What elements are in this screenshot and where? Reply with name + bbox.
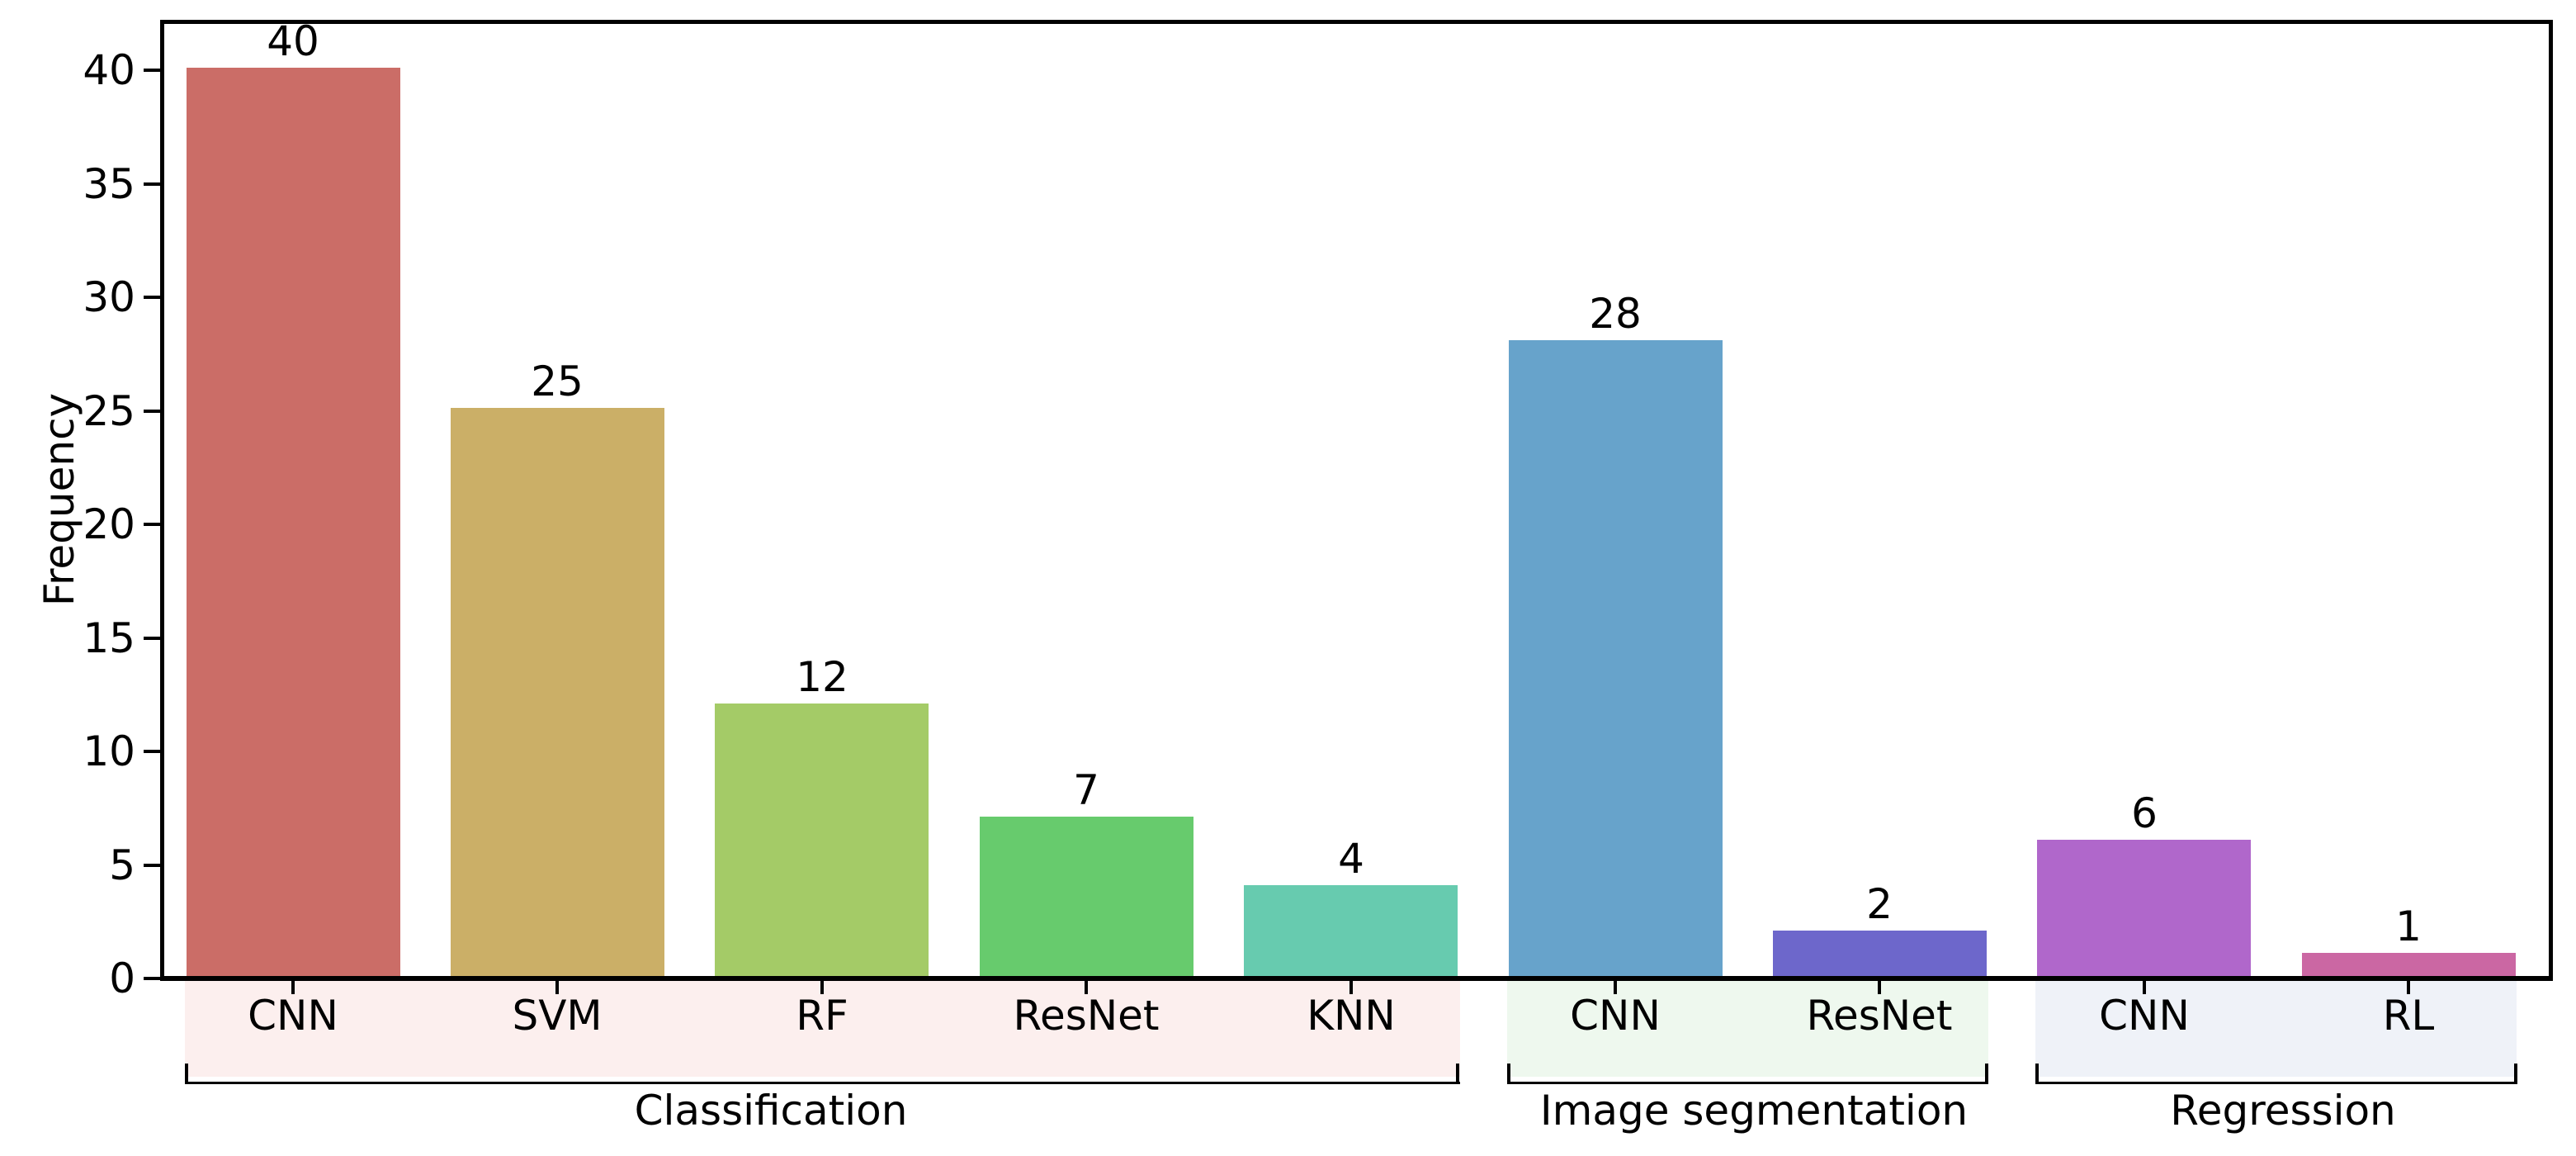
y-tick (144, 977, 160, 980)
bar-value-label: 1 (2395, 903, 2422, 950)
group-bracket-line (2035, 1082, 2517, 1084)
group-bracket-left-tick (2035, 1064, 2039, 1084)
x-tick (1614, 981, 1617, 994)
x-tick (2143, 981, 2146, 994)
group-bracket-left-tick (1507, 1064, 1510, 1084)
x-tick-label: ResNet (1806, 992, 1953, 1040)
x-tick-label: CNN (248, 992, 338, 1040)
x-tick-label: KNN (1307, 992, 1396, 1040)
x-tick-label: CNN (2099, 992, 2190, 1040)
x-tick-label: SVM (512, 992, 603, 1040)
y-tick-label: 20 (83, 500, 135, 548)
group-bracket-left-tick (185, 1064, 188, 1084)
bar-value-label: 12 (796, 653, 848, 701)
y-tick (144, 182, 160, 186)
bar (1244, 885, 1458, 976)
group-band (185, 981, 1460, 1077)
x-tick (291, 981, 295, 994)
y-tick-label: 0 (109, 955, 135, 1002)
x-tick-label: RL (2382, 992, 2435, 1040)
y-tick-label: 30 (83, 273, 135, 321)
y-tick-label: 15 (83, 614, 135, 662)
bar-value-label: 4 (1338, 835, 1364, 883)
y-tick-label: 40 (83, 46, 135, 94)
x-tick-label: CNN (1570, 992, 1661, 1040)
group-bracket-right-tick (1985, 1064, 1988, 1084)
x-tick-label: RF (796, 992, 848, 1040)
x-tick (1085, 981, 1088, 994)
plot-area-spines (160, 20, 2553, 981)
bar (980, 817, 1193, 976)
y-tick (144, 410, 160, 413)
y-tick (144, 864, 160, 867)
x-tick (1349, 981, 1353, 994)
x-tick-label: ResNet (1013, 992, 1160, 1040)
bar (2037, 840, 2251, 976)
bar (451, 408, 664, 976)
bar-value-label: 6 (2131, 789, 2158, 837)
bar-value-label: 2 (1866, 880, 1893, 928)
bar (715, 704, 929, 976)
group-label: Image segmentation (1539, 1087, 1969, 1135)
bar (187, 68, 400, 976)
bar-value-label: 40 (267, 17, 319, 65)
y-tick (144, 296, 160, 299)
x-tick (820, 981, 824, 994)
group-band (2035, 981, 2517, 1077)
group-bracket-right-tick (2514, 1064, 2517, 1084)
x-tick (1878, 981, 1881, 994)
y-tick (144, 750, 160, 753)
y-tick (144, 523, 160, 526)
group-bracket-line (1507, 1082, 1988, 1084)
group-bracket-line (185, 1082, 1460, 1084)
bar-value-label: 7 (1073, 766, 1099, 814)
y-tick-label: 5 (109, 841, 135, 889)
y-tick-label: 35 (83, 160, 135, 208)
y-tick (144, 637, 160, 640)
bar-value-label: 28 (1589, 290, 1642, 338)
group-band (1507, 981, 1988, 1077)
y-tick-label: 25 (83, 387, 135, 435)
bar (1509, 340, 1723, 976)
y-tick (144, 69, 160, 72)
x-tick (2407, 981, 2410, 994)
x-tick (555, 981, 559, 994)
group-bracket-right-tick (1456, 1064, 1459, 1084)
bar-value-label: 25 (531, 358, 584, 405)
y-tick-label: 10 (83, 727, 135, 775)
bar (1773, 931, 1987, 976)
group-label: Regression (2170, 1087, 2396, 1135)
group-label: Classification (634, 1087, 908, 1135)
bar (2302, 953, 2516, 976)
